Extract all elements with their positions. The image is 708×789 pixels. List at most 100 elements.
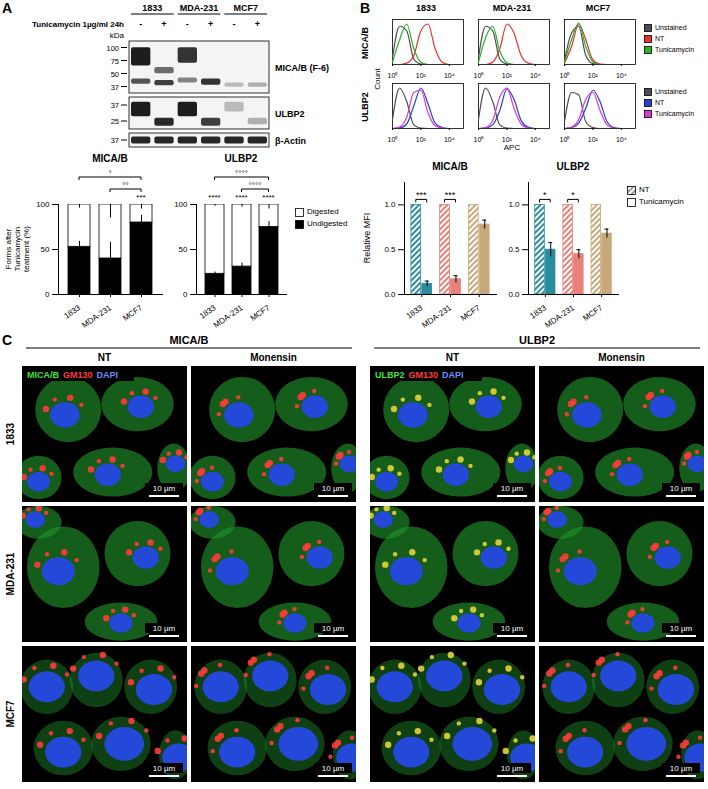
svg-text:MDA-231: MDA-231 bbox=[80, 303, 113, 330]
svg-text:MCF7: MCF7 bbox=[249, 303, 272, 323]
svg-text:β-Actin: β-Actin bbox=[275, 136, 306, 146]
svg-text:MDA-231: MDA-231 bbox=[180, 3, 219, 13]
svg-text:1833: 1833 bbox=[142, 3, 162, 13]
svg-text:25: 25 bbox=[111, 117, 119, 126]
svg-text:10 µm: 10 µm bbox=[501, 624, 524, 633]
svg-text:ULBP2: ULBP2 bbox=[360, 92, 370, 122]
svg-text:***: *** bbox=[136, 193, 145, 202]
svg-text:1833: 1833 bbox=[198, 303, 218, 321]
svg-text:Relative MFI: Relative MFI bbox=[362, 213, 372, 264]
svg-text:10²: 10² bbox=[588, 136, 599, 143]
svg-text:10 µm: 10 µm bbox=[322, 764, 345, 773]
svg-text:ULBP2: ULBP2 bbox=[519, 334, 555, 346]
svg-text:10⁰: 10⁰ bbox=[560, 72, 571, 79]
svg-text:50: 50 bbox=[41, 245, 50, 254]
svg-text:10²: 10² bbox=[416, 136, 427, 143]
svg-text:MCF7: MCF7 bbox=[581, 303, 604, 323]
svg-text:kDa: kDa bbox=[110, 31, 125, 40]
svg-text:0.5: 0.5 bbox=[508, 245, 520, 254]
svg-text:MDA-231: MDA-231 bbox=[5, 552, 16, 595]
svg-text:ULBP2: ULBP2 bbox=[275, 109, 305, 119]
svg-text:10²: 10² bbox=[502, 72, 513, 79]
svg-text:MCF7: MCF7 bbox=[5, 700, 16, 728]
svg-text:*: * bbox=[571, 190, 575, 200]
svg-text:50: 50 bbox=[179, 245, 188, 254]
svg-text:100: 100 bbox=[36, 200, 50, 209]
svg-text:MICA/BGM130DAPI: MICA/BGM130DAPI bbox=[27, 370, 118, 380]
svg-text:****: **** bbox=[208, 193, 220, 202]
svg-text:10⁴: 10⁴ bbox=[444, 72, 455, 79]
svg-text:10 µm: 10 µm bbox=[153, 624, 176, 633]
svg-text:-: - bbox=[233, 19, 236, 29]
svg-text:MCF7: MCF7 bbox=[121, 303, 144, 323]
svg-text:10⁰: 10⁰ bbox=[474, 72, 485, 79]
svg-text:****: **** bbox=[262, 193, 274, 202]
svg-text:Monensin: Monensin bbox=[250, 352, 297, 363]
svg-text:37: 37 bbox=[111, 136, 119, 145]
svg-text:100: 100 bbox=[106, 44, 119, 53]
svg-text:****: **** bbox=[235, 193, 247, 202]
svg-text:10²: 10² bbox=[588, 72, 599, 79]
svg-text:0.0: 0.0 bbox=[384, 290, 396, 299]
svg-text:75: 75 bbox=[111, 57, 119, 66]
svg-text:MDA-231: MDA-231 bbox=[420, 303, 453, 330]
svg-text:***: *** bbox=[416, 190, 427, 200]
svg-text:10 µm: 10 µm bbox=[501, 764, 524, 773]
svg-text:10²: 10² bbox=[502, 136, 513, 143]
svg-text:10⁰: 10⁰ bbox=[560, 136, 571, 143]
svg-text:10⁰: 10⁰ bbox=[388, 136, 399, 143]
svg-text:0: 0 bbox=[183, 290, 188, 299]
svg-text:0: 0 bbox=[45, 290, 50, 299]
svg-text:NT: NT bbox=[98, 352, 111, 363]
svg-text:***: *** bbox=[445, 190, 456, 200]
svg-text:MDA-231: MDA-231 bbox=[212, 303, 245, 330]
svg-text:0.5: 0.5 bbox=[384, 245, 396, 254]
svg-text:10 µm: 10 µm bbox=[670, 624, 693, 633]
svg-text:Tunicamycin 1µg/ml 24h: Tunicamycin 1µg/ml 24h bbox=[32, 20, 124, 29]
svg-text:MCF7: MCF7 bbox=[459, 303, 482, 323]
svg-text:ULBP2GM130DAPI: ULBP2GM130DAPI bbox=[375, 370, 464, 380]
svg-text:+: + bbox=[255, 19, 260, 29]
svg-text:10²: 10² bbox=[416, 72, 427, 79]
svg-text:10⁰: 10⁰ bbox=[474, 136, 485, 143]
svg-text:Forms after: Forms after bbox=[4, 228, 13, 269]
svg-text:10 µm: 10 µm bbox=[670, 484, 693, 493]
svg-text:10⁰: 10⁰ bbox=[388, 72, 399, 79]
svg-text:-: - bbox=[139, 19, 142, 29]
svg-text:10 µm: 10 µm bbox=[322, 624, 345, 633]
svg-text:10⁴: 10⁴ bbox=[530, 72, 541, 79]
svg-text:10⁴: 10⁴ bbox=[530, 136, 541, 143]
svg-text:teatment (%): teatment (%) bbox=[22, 226, 31, 272]
svg-text:°: ° bbox=[108, 169, 111, 178]
svg-text:37: 37 bbox=[111, 83, 119, 92]
svg-text:MICA/B (F-6): MICA/B (F-6) bbox=[275, 63, 329, 73]
svg-text:Tunicamycin: Tunicamycin bbox=[13, 227, 22, 272]
svg-text:10⁴: 10⁴ bbox=[444, 136, 455, 143]
svg-text:50: 50 bbox=[111, 70, 119, 79]
svg-text:10 µm: 10 µm bbox=[153, 484, 176, 493]
svg-text:10 µm: 10 µm bbox=[501, 484, 524, 493]
svg-text:1.0: 1.0 bbox=[508, 200, 520, 209]
svg-text:1833: 1833 bbox=[62, 303, 82, 321]
svg-text:10 µm: 10 µm bbox=[153, 764, 176, 773]
svg-text:*: * bbox=[543, 190, 547, 200]
svg-text:10 µm: 10 µm bbox=[322, 484, 345, 493]
svg-text:°°°°: °°°° bbox=[249, 181, 262, 190]
svg-text:NT: NT bbox=[446, 352, 459, 363]
svg-text:-: - bbox=[186, 19, 189, 29]
svg-text:1833: 1833 bbox=[405, 303, 425, 321]
svg-text:MICA/B: MICA/B bbox=[169, 334, 208, 346]
svg-text:MDA-231: MDA-231 bbox=[543, 303, 576, 330]
svg-text:MCF7: MCF7 bbox=[233, 3, 258, 13]
svg-text:1833: 1833 bbox=[528, 303, 548, 321]
svg-text:Monensin: Monensin bbox=[598, 352, 645, 363]
svg-text:MICA/B: MICA/B bbox=[360, 27, 370, 59]
svg-text:100: 100 bbox=[174, 200, 188, 209]
svg-text:10⁴: 10⁴ bbox=[616, 136, 627, 143]
svg-text:1833: 1833 bbox=[5, 422, 16, 445]
svg-text:°°: °° bbox=[122, 181, 128, 190]
svg-text:+: + bbox=[161, 19, 166, 29]
svg-text:10⁴: 10⁴ bbox=[616, 72, 627, 79]
svg-text:+: + bbox=[208, 19, 213, 29]
svg-text:0.0: 0.0 bbox=[508, 290, 520, 299]
